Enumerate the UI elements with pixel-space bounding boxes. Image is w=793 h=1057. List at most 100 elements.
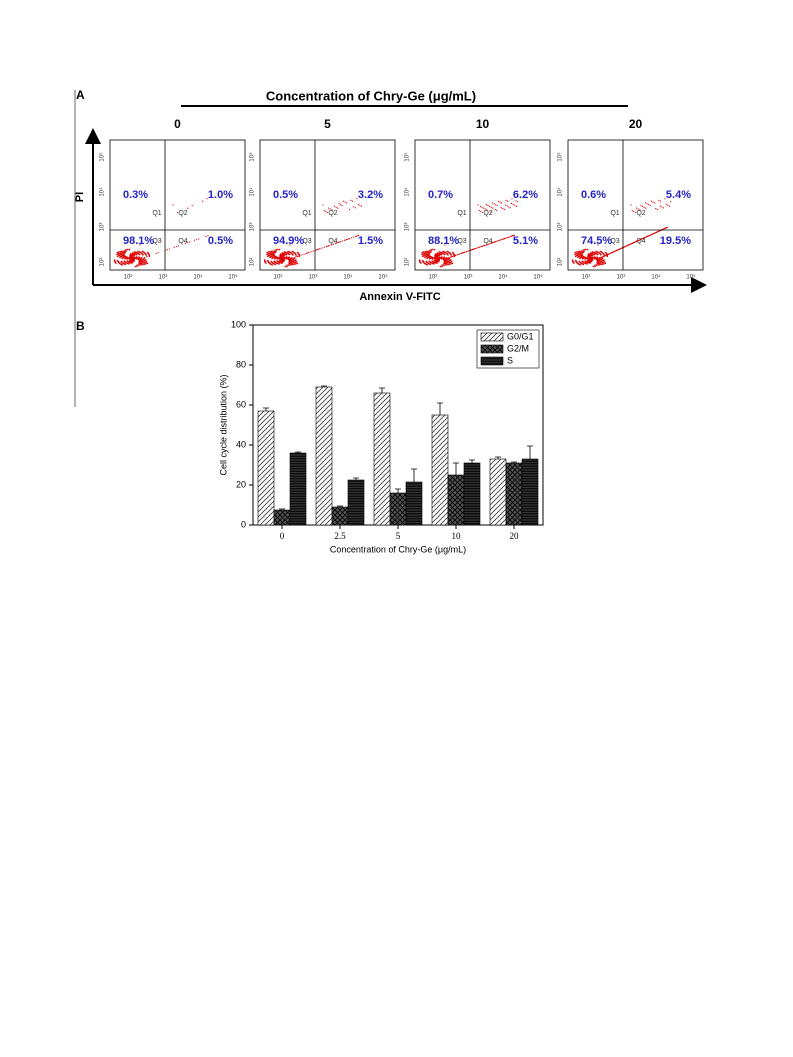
cell-dot <box>325 210 327 213</box>
cell-dot <box>600 257 602 259</box>
cell-dot <box>283 256 286 259</box>
cell-dot <box>654 232 656 234</box>
cell-dot <box>457 254 459 256</box>
cell-dot <box>281 262 283 264</box>
x-tick-label: 10⁵ <box>228 274 238 281</box>
cell-dot <box>436 262 438 264</box>
cell-dot <box>133 258 136 261</box>
gate-label: Q4 <box>178 238 187 245</box>
cell-dot <box>481 206 483 208</box>
cell-dot <box>515 200 517 202</box>
cell-dot <box>136 265 138 268</box>
cell-dot <box>346 202 348 204</box>
cell-dot <box>128 263 130 265</box>
x-tick-label: 10³ <box>617 275 626 281</box>
y-tick-label: 10⁵ <box>404 152 411 162</box>
quadrant-percent: 5.4% <box>666 189 691 201</box>
cell-dot <box>354 207 356 209</box>
y-tick-label: 10² <box>250 258 256 267</box>
cell-dot <box>444 262 447 265</box>
cell-dot <box>487 204 489 207</box>
cell-dot <box>600 262 602 264</box>
cell-dot <box>636 207 638 209</box>
x-tick-label: 10⁴ <box>651 274 661 281</box>
cell-dot <box>288 256 291 258</box>
error-bar <box>453 462 459 475</box>
cell-dot <box>269 250 271 253</box>
cell-dot <box>334 205 336 207</box>
cell-dot <box>512 203 514 205</box>
cell-dot <box>428 251 430 254</box>
bar <box>505 462 523 526</box>
cell-dot <box>441 265 443 268</box>
cell-dot <box>288 262 291 265</box>
cell-dot <box>598 258 600 260</box>
cell-dot <box>138 262 140 265</box>
cell-dot <box>450 259 452 261</box>
cell-dot <box>629 243 631 245</box>
cell-dot <box>271 264 274 266</box>
flow-plots: 0 Q1 Q2 Q3 Q4 0.3% 1.0% 98.1% 0.5% 10² 10² 10³ 10³ 10… <box>99 117 704 281</box>
cell-dot <box>425 252 428 254</box>
cell-dot <box>424 252 427 254</box>
cell-dot <box>287 264 290 266</box>
cell-dot <box>451 251 454 254</box>
cell-dot <box>121 257 123 260</box>
cell-dot <box>322 204 324 206</box>
cell-dot <box>296 251 299 254</box>
cell-dot <box>659 205 661 207</box>
cell-dot <box>577 256 579 259</box>
cell-dot <box>131 252 134 254</box>
cell-dot <box>485 204 487 206</box>
cell-dot <box>645 236 647 238</box>
cell-dot <box>293 257 296 260</box>
cell-dot <box>483 207 485 209</box>
cell-dot <box>191 204 193 207</box>
plot-frame <box>259 139 396 271</box>
cell-dot <box>273 250 276 252</box>
quadrant-percent: 88.1% <box>428 235 459 247</box>
cell-cloud <box>263 198 362 268</box>
cell-dot <box>499 239 501 241</box>
cell-dot <box>574 251 577 254</box>
cell-dot <box>131 257 134 259</box>
cell-dot <box>138 256 141 258</box>
cell-dot <box>439 265 442 268</box>
cell-dot <box>421 251 424 254</box>
cell-dot <box>282 261 284 263</box>
cell-dot <box>125 248 127 251</box>
x-tick-label: 10³ <box>159 275 168 281</box>
cell-dot <box>450 260 453 263</box>
cell-dot <box>586 263 588 265</box>
cell-dot <box>148 255 150 257</box>
cell-dot <box>666 227 668 229</box>
cell-dot <box>326 245 328 247</box>
cell-dot <box>198 238 200 240</box>
cell-dot <box>427 250 430 252</box>
cell-dot <box>489 205 491 207</box>
bar <box>431 414 449 526</box>
cell-dot <box>184 242 187 244</box>
cell-dot <box>270 250 273 253</box>
y-tick-label: 10³ <box>558 223 564 232</box>
cell-dot <box>508 236 510 238</box>
cell-dot <box>120 250 123 253</box>
cell-dot <box>580 250 582 252</box>
cell-dot <box>578 252 581 254</box>
y-tick-label: 10⁴ <box>557 187 564 197</box>
cell-dot <box>438 256 441 259</box>
cell-dot <box>426 257 428 260</box>
cell-dot <box>331 209 333 211</box>
cell-dot <box>664 198 666 200</box>
cell-dot <box>420 262 422 264</box>
x-tick-label: 10 <box>452 531 462 541</box>
cell-dot <box>269 256 271 259</box>
cell-dot <box>131 262 133 264</box>
cell-dot <box>425 250 428 253</box>
cell-dot <box>133 251 136 253</box>
cell-dot <box>501 202 503 204</box>
cell-dot <box>133 256 136 259</box>
cell-dot <box>600 263 602 266</box>
quadrant-percent: 0.5% <box>208 235 233 247</box>
cell-dot <box>284 265 287 268</box>
